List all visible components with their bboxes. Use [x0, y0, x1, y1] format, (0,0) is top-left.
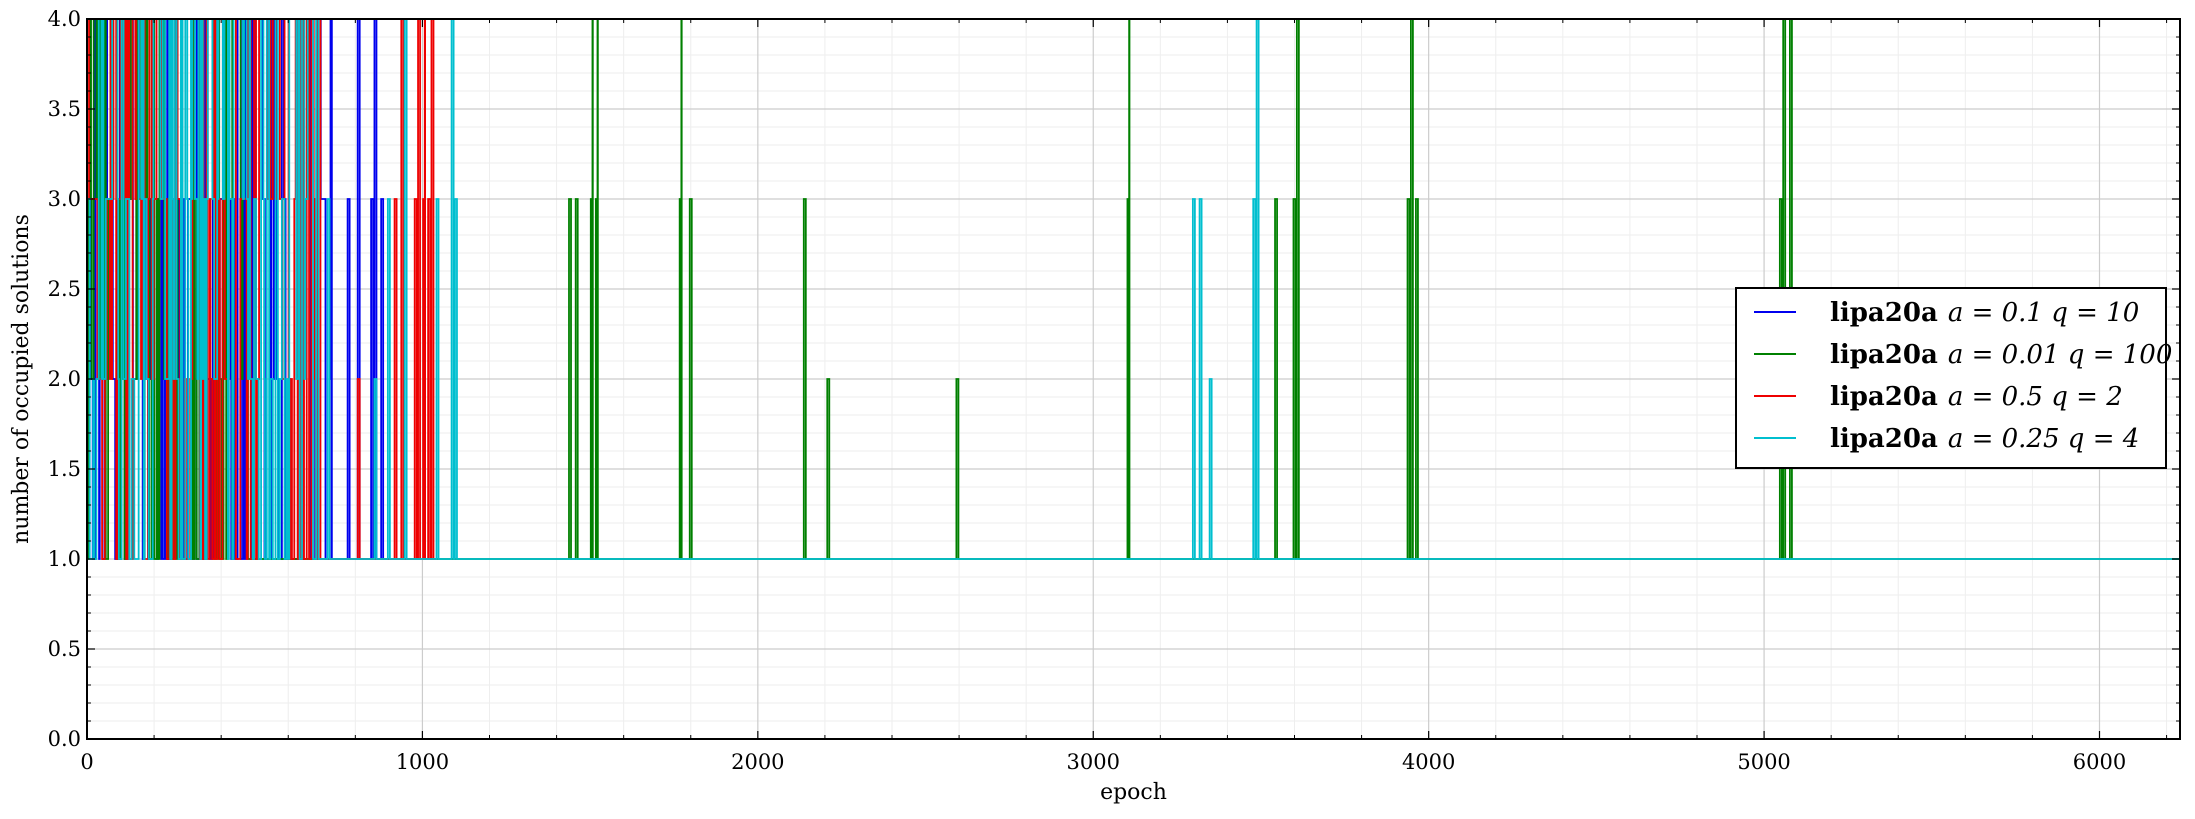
- y-tick-label: 0.5: [48, 637, 81, 661]
- legend-entry: lipa20a a = 0.5 q = 2: [1830, 382, 2123, 412]
- x-tick-label: 2000: [731, 750, 784, 774]
- x-tick-label: 4000: [1402, 750, 1455, 774]
- y-tick-labels: 0.0 0.5 1.0 1.5 2.0 2.5 3.0 3.5 4.0: [48, 7, 81, 751]
- legend-series-params: a = 0.25 q = 4: [1948, 424, 2139, 454]
- legend-series-params: a = 0.1 q = 10: [1948, 298, 2139, 328]
- x-tick-label: 1000: [396, 750, 449, 774]
- x-tick-label: 6000: [2073, 750, 2126, 774]
- legend-entry: lipa20a a = 0.01 q = 100: [1830, 340, 2172, 370]
- legend-box: [1735, 287, 2167, 469]
- legend-series-params: a = 0.5 q = 2: [1948, 382, 2123, 412]
- legend-series-name: lipa20a: [1830, 298, 1938, 328]
- legend-entry: lipa20a a = 0.25 q = 4: [1830, 424, 2139, 454]
- x-tick-label: 0: [80, 750, 93, 774]
- legend-series-name: lipa20a: [1830, 424, 1938, 454]
- x-tick-label: 5000: [1737, 750, 1790, 774]
- y-axis-label: number of occupied solutions: [9, 214, 34, 544]
- y-tick-label: 3.0: [48, 187, 81, 211]
- x-tick-labels: 0 1000 2000 3000 4000 5000 6000: [80, 750, 2126, 774]
- y-tick-label: 2.0: [48, 367, 81, 391]
- legend-series-name: lipa20a: [1830, 340, 1938, 370]
- y-tick-label: 1.0: [48, 547, 81, 571]
- y-tick-label: 2.5: [48, 277, 81, 301]
- y-tick-label: 4.0: [48, 7, 81, 31]
- x-tick-label: 3000: [1067, 750, 1120, 774]
- legend-entry: lipa20a a = 0.1 q = 10: [1830, 298, 2139, 328]
- y-tick-label: 3.5: [48, 97, 81, 121]
- axis-ticks: [86, 18, 2180, 740]
- y-tick-label: 1.5: [48, 457, 81, 481]
- y-tick-label: 0.0: [48, 727, 81, 751]
- x-axis-label: epoch: [1100, 780, 1167, 805]
- legend: lipa20a a = 0.1 q = 10 lipa20a a = 0.01 q =…: [1735, 287, 2172, 469]
- legend-series-params: a = 0.01 q = 100: [1948, 340, 2173, 370]
- legend-series-name: lipa20a: [1830, 382, 1938, 412]
